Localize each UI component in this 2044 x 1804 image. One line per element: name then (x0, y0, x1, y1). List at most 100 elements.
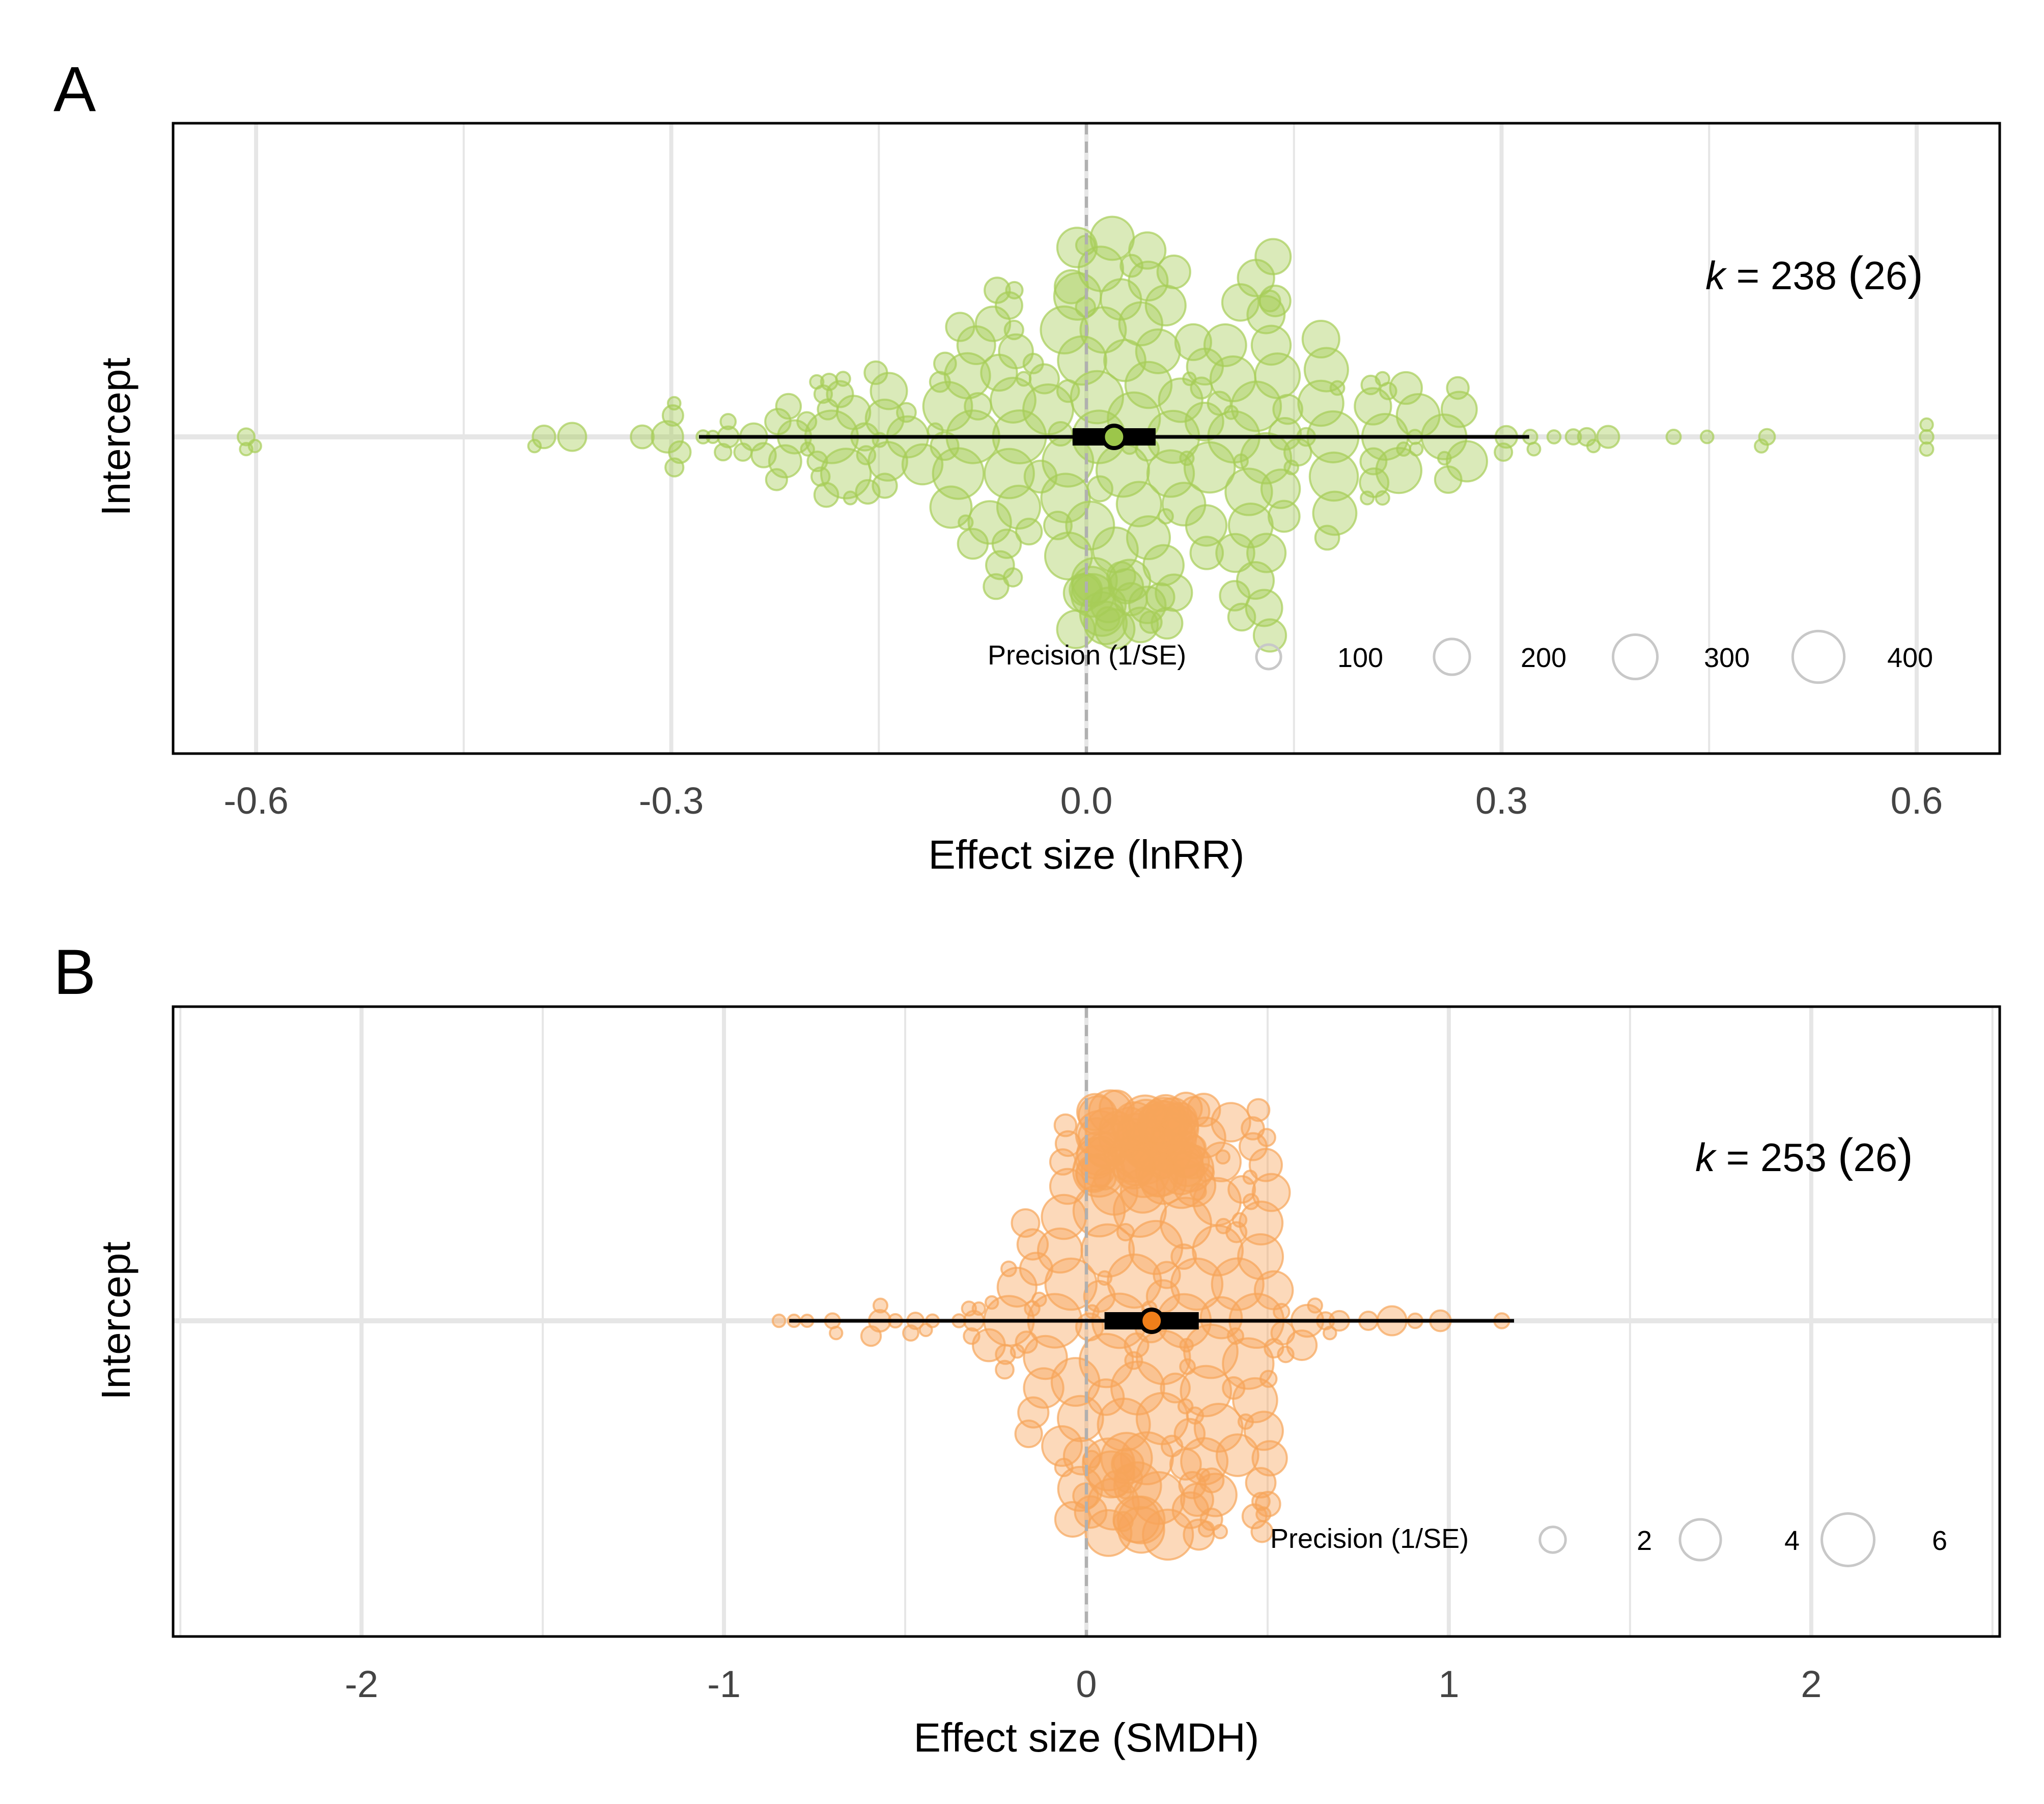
legend-size-circle (1433, 637, 1471, 676)
effect-size-point (1440, 391, 1478, 428)
effect-size-point (1023, 1335, 1068, 1380)
effect-size-point (984, 1295, 999, 1310)
effect-size-point (1243, 1410, 1284, 1451)
effect-size-point (765, 468, 788, 491)
effect-size-point (1112, 1511, 1134, 1532)
effect-size-point (1023, 459, 1058, 494)
effect-size-point (1286, 1329, 1318, 1361)
effect-size-point (1251, 1440, 1288, 1477)
effect-size-point (872, 1297, 888, 1314)
overall-mean-point (1138, 1308, 1165, 1334)
effect-size-point (775, 393, 802, 420)
effect-size-point (1253, 1270, 1294, 1311)
effect-size-point (1000, 1260, 1017, 1278)
effect-size-point (1240, 432, 1293, 485)
legend-size-circle (1821, 1512, 1875, 1567)
effect-size-point (1074, 1495, 1108, 1529)
effect-size-point (958, 514, 974, 531)
x-tick-label: -0.6 (223, 780, 289, 822)
effect-size-point (1150, 1102, 1164, 1117)
effect-size-point (1260, 468, 1301, 509)
effect-size-point (527, 438, 542, 454)
panel-a-y-axis-title: Intercept (93, 357, 138, 516)
effect-size-point (1086, 1136, 1118, 1167)
effect-size-point (945, 312, 975, 342)
effect-size-point (1174, 323, 1212, 362)
effect-size-point (964, 392, 992, 421)
effect-size-point (1177, 1398, 1194, 1414)
effect-size-point (1048, 421, 1074, 447)
effect-size-point (1016, 371, 1032, 387)
effect-size-point (1267, 499, 1301, 533)
panel-a-letter: A (53, 54, 96, 125)
effect-size-point (1258, 289, 1281, 313)
effect-size-point (733, 442, 753, 462)
effect-size-point (1359, 447, 1388, 476)
effect-size-point (750, 442, 777, 468)
x-tick-label: 1 (1438, 1663, 1459, 1705)
effect-size-point (1019, 1252, 1053, 1286)
effect-size-point (929, 371, 951, 393)
effect-size-point (1119, 1168, 1166, 1214)
effect-size-point (1254, 238, 1292, 275)
panel-b-frame (172, 1005, 2001, 1638)
effect-size-point (1360, 490, 1375, 506)
effect-size-point (1170, 1243, 1197, 1270)
effect-size-point (867, 441, 908, 482)
effect-size-point (1242, 1170, 1258, 1185)
effect-size-point (1564, 428, 1582, 446)
legend-size-circle (1791, 629, 1846, 684)
effect-size-point (1329, 380, 1346, 396)
effect-size-point (1054, 1501, 1091, 1538)
effect-size-point (714, 442, 733, 462)
effect-size-point (1231, 1212, 1248, 1228)
effect-size-point (813, 482, 839, 508)
effect-size-point (835, 371, 851, 387)
effect-size-point (1389, 371, 1423, 405)
effect-size-point (1259, 1370, 1278, 1388)
effect-size-point (967, 500, 1012, 545)
panel-b-effect-points (771, 1089, 1510, 1561)
effect-size-point (1015, 517, 1043, 546)
x-tick-label: 0.0 (1060, 780, 1113, 822)
effect-size-point (1237, 1233, 1284, 1281)
effect-size-point (1242, 1193, 1259, 1210)
effect-size-point (1308, 451, 1359, 502)
effect-size-point (1160, 1434, 1184, 1458)
effect-size-point (1322, 1325, 1337, 1341)
effect-size-point (1252, 618, 1287, 653)
effect-size-point (1054, 1130, 1082, 1157)
panel-a-x-axis-ticks: -0.6 -0.3 0.0 0.3 0.6 (223, 780, 1943, 822)
effect-size-point (666, 396, 682, 411)
effect-size-point (1168, 1144, 1203, 1179)
effect-size-point (1215, 1149, 1231, 1165)
effect-size-point (1233, 453, 1249, 469)
effect-size-point (1375, 490, 1390, 506)
effect-size-point (1014, 1419, 1043, 1449)
effect-size-point (1251, 1173, 1291, 1212)
effect-size-point (1031, 1291, 1047, 1308)
effect-size-point (1103, 339, 1146, 382)
effect-size-point (1273, 1302, 1291, 1321)
effect-size-point (1186, 347, 1224, 386)
effect-size-point (1196, 1163, 1215, 1182)
effect-size-point (1246, 1098, 1271, 1122)
effect-size-point (930, 431, 960, 461)
effect-size-point (1250, 324, 1292, 366)
effect-size-point (1215, 1217, 1232, 1235)
effect-size-point (1272, 394, 1304, 425)
effect-size-point (1126, 515, 1171, 561)
effect-size-point (1089, 215, 1135, 261)
effect-size-point (664, 457, 685, 478)
panel-b-letter: B (53, 937, 96, 1008)
effect-size-point (983, 573, 1010, 600)
legend-size-label: 200 (1521, 643, 1566, 673)
effect-size-point (1211, 1102, 1251, 1143)
effect-size-point (1257, 1128, 1276, 1147)
effect-size-point (1251, 1491, 1271, 1511)
effect-size-point (651, 420, 684, 454)
effect-size-point (1919, 441, 1935, 457)
panel-b-legend-title: Precision (1/SE) (1270, 1523, 1469, 1554)
effect-size-point (872, 432, 888, 448)
